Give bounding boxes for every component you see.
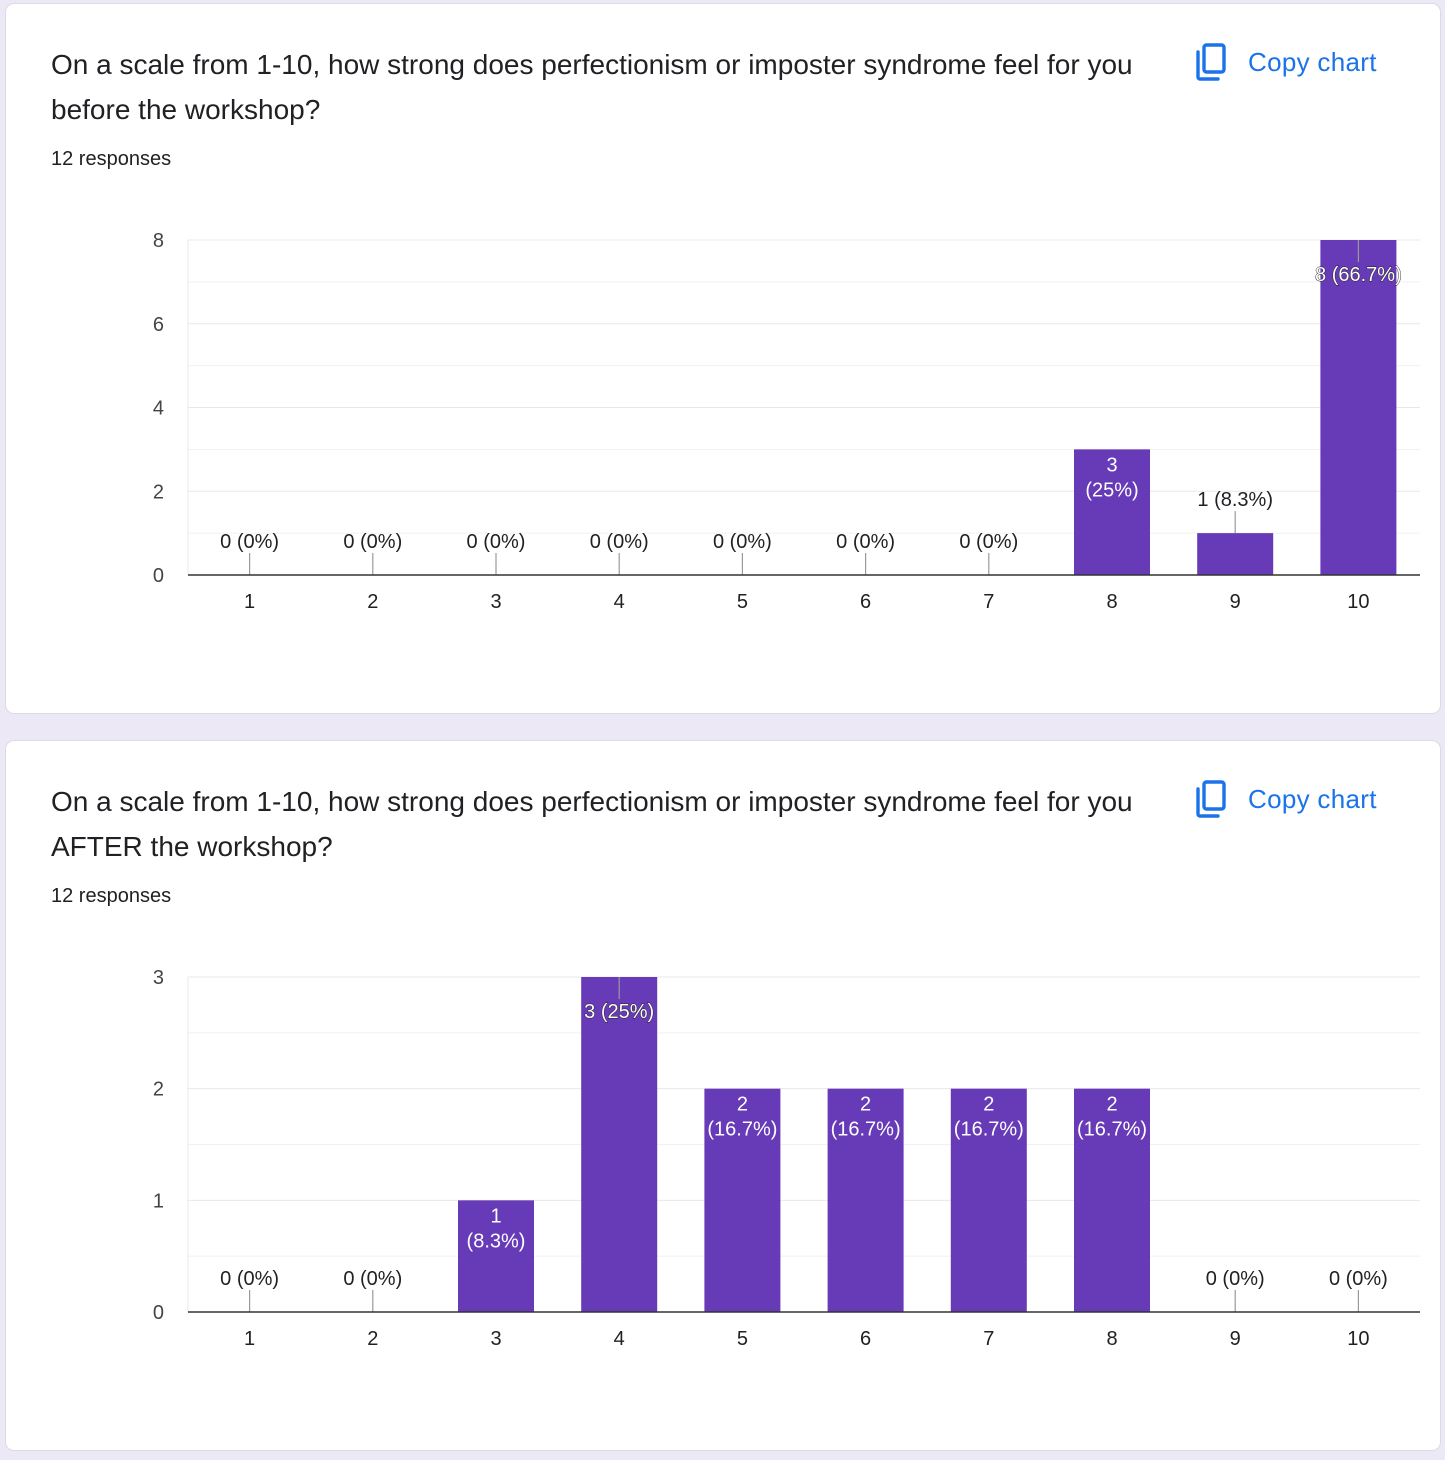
y-tick-label: 6 — [153, 314, 164, 336]
response-count: 12 responses — [51, 885, 172, 907]
bar — [1320, 240, 1397, 575]
y-tick-label: 0 — [153, 1302, 164, 1324]
y-tick-label: 8 — [153, 230, 164, 252]
copy-chart-button[interactable]: Copy chart — [1194, 38, 1377, 86]
data-label: 0 (0%) — [1206, 1268, 1265, 1290]
data-label: 1 (8.3%) — [1197, 489, 1273, 511]
x-tick-label: 5 — [737, 591, 748, 613]
bar — [1074, 1088, 1150, 1312]
data-label: 2 (16.7%) — [1077, 1094, 1147, 1141]
y-tick-label: 2 — [153, 481, 164, 503]
data-label: 2 (16.7%) — [954, 1094, 1024, 1141]
y-tick-label: 3 — [153, 967, 164, 989]
x-tick-label: 10 — [1347, 591, 1369, 613]
bar — [704, 1088, 781, 1312]
x-tick-label: 7 — [983, 1328, 994, 1350]
copy-icon — [1194, 780, 1227, 818]
data-label: 0 (0%) — [836, 531, 895, 553]
x-tick-label: 3 — [490, 1328, 501, 1350]
data-label: 0 (0%) — [467, 531, 526, 553]
copy-icon — [1194, 43, 1227, 81]
x-tick-label: 9 — [1230, 1328, 1241, 1350]
y-tick-label: 4 — [153, 398, 164, 420]
bar — [950, 1088, 1027, 1312]
question-card-after: On a scale from 1-10, how strong does pe… — [5, 740, 1441, 1451]
response-count: 12 responses — [51, 148, 172, 170]
bar — [1074, 449, 1150, 575]
x-tick-label: 2 — [367, 591, 378, 613]
data-label: 0 (0%) — [1329, 1268, 1388, 1290]
data-label: 0 (0%) — [343, 531, 402, 553]
data-label: 0 (0%) — [959, 531, 1018, 553]
x-tick-label: 8 — [1106, 1328, 1117, 1350]
data-label: 2 (16.7%) — [831, 1094, 901, 1141]
data-label: 2 (16.7%) — [707, 1094, 777, 1141]
x-tick-label: 3 — [490, 591, 501, 613]
x-tick-label: 4 — [614, 1328, 625, 1350]
bar-chart-after: 0 1 2 3 0 (0%) 1 0 (0%) 2 1 (8.3%) 3 3 (25%) 4 2 (16.7… — [153, 967, 1420, 1350]
data-label: 0 (0%) — [590, 531, 649, 553]
x-tick-label: 8 — [1106, 591, 1117, 613]
y-tick-label: 0 — [153, 565, 164, 587]
data-label: 0 (0%) — [220, 1268, 279, 1290]
x-tick-label: 9 — [1230, 591, 1241, 613]
copy-chart-button[interactable]: Copy chart — [1194, 775, 1377, 823]
question-card-before: On a scale from 1-10, how strong does pe… — [5, 3, 1441, 714]
data-label: 0 (0%) — [713, 531, 772, 553]
data-label: 3 (25%) — [584, 1001, 654, 1023]
data-label: 0 (0%) — [220, 531, 279, 553]
bar — [458, 1200, 534, 1312]
y-tick-label: 1 — [153, 1190, 164, 1212]
x-tick-label: 1 — [244, 1328, 255, 1350]
bar — [827, 1088, 904, 1312]
x-tick-label: 2 — [367, 1328, 378, 1350]
data-label: 8 (66.7%) — [1315, 264, 1402, 286]
x-tick-label: 10 — [1347, 1328, 1369, 1350]
bar-chart-before: 0 2 4 6 8 0 (0%) 1 0 (0%) 2 0 (0%) 3 0 (0%) 4 0 (0%) 5… — [153, 230, 1420, 613]
x-tick-label: 1 — [244, 591, 255, 613]
x-tick-label: 4 — [614, 591, 625, 613]
question-title: On a scale from 1-10, how strong does pe… — [51, 49, 1133, 125]
data-label: 3 (25%) — [1085, 454, 1138, 501]
data-label: 1 (8.3%) — [467, 1205, 526, 1252]
bar — [581, 977, 658, 1312]
data-label: 0 (0%) — [343, 1268, 402, 1290]
x-tick-label: 7 — [983, 591, 994, 613]
copy-chart-label: Copy chart — [1248, 783, 1377, 814]
x-tick-label: 6 — [860, 1328, 871, 1350]
bar — [1197, 533, 1274, 575]
x-tick-label: 5 — [737, 1328, 748, 1350]
copy-chart-label: Copy chart — [1248, 46, 1377, 77]
y-tick-label: 2 — [153, 1079, 164, 1101]
x-tick-label: 6 — [860, 591, 871, 613]
question-title: On a scale from 1-10, how strong does pe… — [51, 786, 1133, 862]
